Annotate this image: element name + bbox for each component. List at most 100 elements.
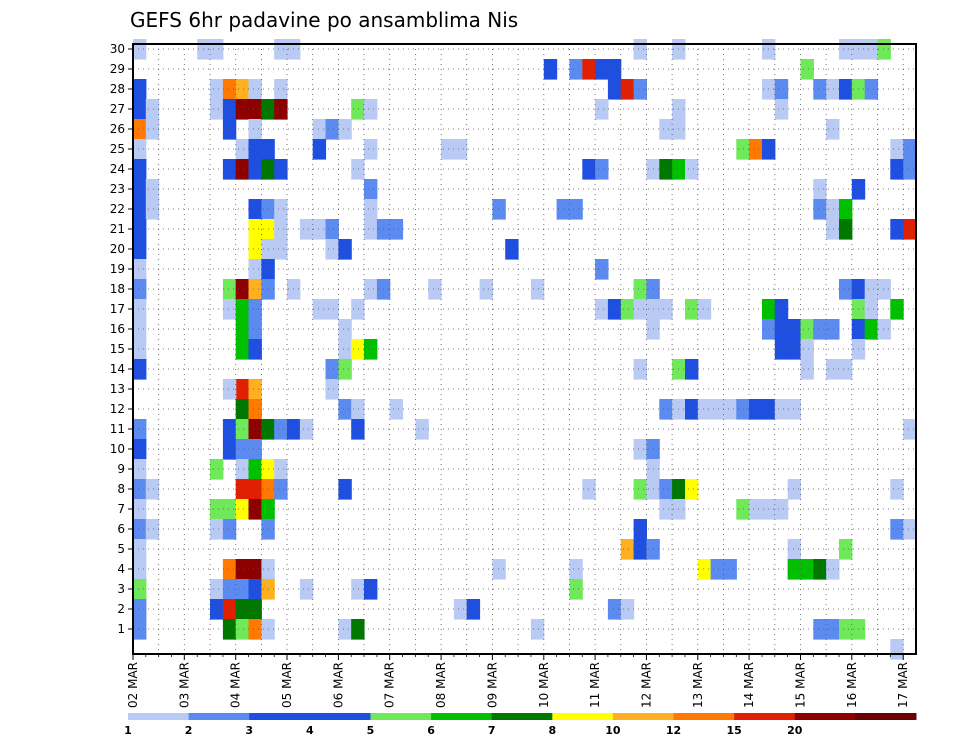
y-axis: 1234567891011121314151617181920212223242… xyxy=(110,42,133,636)
x-tick-label: 05 MAR xyxy=(280,662,294,708)
heatmap-cell xyxy=(274,459,288,480)
heatmap-cell xyxy=(620,79,635,100)
heatmap-cell xyxy=(351,399,365,420)
heatmap-cell xyxy=(839,619,853,640)
heatmap-cell xyxy=(800,359,814,380)
heatmap-cell xyxy=(133,279,147,300)
x-tick-label: 17 MAR xyxy=(896,662,910,708)
heatmap-cell xyxy=(133,599,147,620)
heatmap-cell xyxy=(248,99,262,120)
heatmap-cell xyxy=(697,399,712,420)
heatmap-cell xyxy=(595,299,609,320)
y-tick-label: 10 xyxy=(110,442,125,456)
heatmap-cell xyxy=(248,599,262,620)
heatmap-cell xyxy=(338,359,352,380)
heatmap-cell xyxy=(133,339,147,360)
heatmap-cell xyxy=(133,439,147,460)
heatmap-cell xyxy=(595,99,609,120)
heatmap-cell xyxy=(710,399,724,420)
heatmap-cell xyxy=(312,119,327,140)
colorbar-swatch xyxy=(309,713,371,720)
heatmap-cell xyxy=(364,139,378,160)
heatmap-cell xyxy=(235,399,250,420)
heatmap-cell xyxy=(210,39,224,60)
y-tick-label: 7 xyxy=(117,502,125,516)
heatmap-cell xyxy=(248,279,262,300)
heatmap-cell xyxy=(325,379,339,400)
heatmap-cell xyxy=(133,39,147,60)
heatmap-cell xyxy=(659,479,673,500)
heatmap-cell xyxy=(826,319,840,340)
heatmap-cell xyxy=(222,99,237,120)
heatmap-cell xyxy=(274,479,288,500)
heatmap-cell xyxy=(826,559,840,580)
heatmap-cell xyxy=(235,459,250,480)
heatmap-cell xyxy=(351,99,365,120)
heatmap-cell xyxy=(441,139,455,160)
heatmap-cell xyxy=(826,219,840,240)
heatmap-cell xyxy=(607,59,622,80)
heatmap-cell xyxy=(248,299,262,320)
heatmap-cell xyxy=(569,559,583,580)
heatmap-cell xyxy=(325,119,339,140)
heatmap-cell xyxy=(274,419,288,440)
heatmap-cell xyxy=(248,139,262,160)
heatmap-cell xyxy=(787,399,801,420)
heatmap-cell xyxy=(351,159,365,180)
heatmap-cell xyxy=(210,499,224,520)
heatmap-cell xyxy=(774,399,789,420)
colorbar-swatch xyxy=(431,713,493,720)
heatmap-cell xyxy=(685,359,699,380)
colorbar-swatch xyxy=(552,713,614,720)
heatmap-cell xyxy=(248,479,262,500)
colorbar-swatch xyxy=(855,713,917,720)
heatmap-cell xyxy=(235,279,250,300)
x-tick-label: 07 MAR xyxy=(383,662,397,708)
heatmap-cell xyxy=(890,219,904,240)
x-tick-label: 06 MAR xyxy=(331,662,345,708)
heatmap-cell xyxy=(659,399,673,420)
colorbar-swatch xyxy=(734,713,796,720)
heatmap-cell xyxy=(235,479,250,500)
heatmap-cell xyxy=(633,79,647,100)
heatmap-cell xyxy=(222,279,237,300)
y-tick-label: 29 xyxy=(110,62,125,76)
heatmap-cell xyxy=(222,159,237,180)
heatmap-cell xyxy=(903,219,917,240)
heatmap-cell xyxy=(274,239,288,260)
heatmap-cell xyxy=(248,559,262,580)
heatmap-cell xyxy=(133,259,147,280)
colorbar-swatch xyxy=(794,713,856,720)
heatmap-cell xyxy=(890,299,904,320)
y-tick-label: 30 xyxy=(110,42,125,56)
heatmap-cell xyxy=(569,579,583,600)
heatmap-cell xyxy=(774,339,789,360)
heatmap-cell xyxy=(210,99,224,120)
heatmap-cell xyxy=(133,539,147,560)
heatmap-cell xyxy=(222,559,237,580)
heatmap-cell xyxy=(222,119,237,140)
heatmap-cell xyxy=(235,79,250,100)
heatmap-cell xyxy=(710,559,724,580)
heatmap-cell xyxy=(133,519,147,540)
heatmap-cell xyxy=(839,279,853,300)
heatmap-cell xyxy=(864,319,879,340)
heatmap-cell xyxy=(364,219,378,240)
heatmap-cell xyxy=(839,39,853,60)
heatmap-cell xyxy=(133,479,147,500)
heatmap-cell xyxy=(222,499,237,520)
heatmap-cell xyxy=(222,519,237,540)
x-tick-label: 09 MAR xyxy=(485,662,499,708)
y-tick-label: 12 xyxy=(110,402,125,416)
heatmap-cell xyxy=(903,159,917,180)
heatmap-cell xyxy=(274,199,288,220)
heatmap-cell xyxy=(620,299,635,320)
colorbar-label: 8 xyxy=(548,724,556,737)
heatmap-cell xyxy=(248,439,262,460)
colorbar-swatch xyxy=(612,713,674,720)
heatmap-cell xyxy=(235,379,250,400)
y-tick-label: 1 xyxy=(117,622,125,636)
heatmap-cell xyxy=(133,499,147,520)
heatmap-cell xyxy=(222,419,237,440)
